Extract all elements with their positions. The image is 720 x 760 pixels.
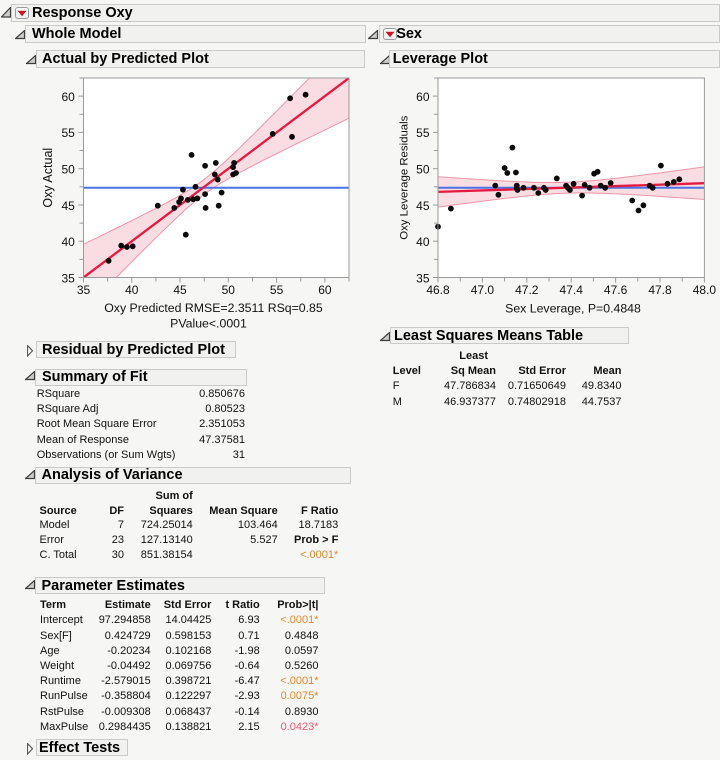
svg-text:45: 45 [416, 199, 430, 213]
svg-text:47.6: 47.6 [604, 283, 628, 297]
svg-text:35: 35 [77, 283, 91, 297]
svg-text:Oxy Actual: Oxy Actual [41, 148, 55, 208]
svg-text:40: 40 [416, 235, 430, 249]
svg-text:60: 60 [416, 90, 430, 104]
svg-text:50: 50 [416, 163, 430, 177]
svg-text:46.8: 46.8 [426, 283, 450, 297]
svg-text:50: 50 [222, 283, 236, 297]
svg-text:55: 55 [416, 126, 430, 140]
svg-text:35: 35 [416, 271, 430, 285]
svg-text:40: 40 [125, 283, 139, 297]
svg-text:Oxy Predicted RMSE=2.3511 RSq=: Oxy Predicted RMSE=2.3511 RSq=0.85 [104, 301, 323, 315]
svg-text:60: 60 [61, 90, 75, 104]
svg-text:Oxy Leverage Residuals: Oxy Leverage Residuals [398, 115, 410, 239]
svg-text:47.8: 47.8 [648, 283, 672, 297]
svg-text:35: 35 [61, 271, 75, 285]
svg-text:47.2: 47.2 [515, 283, 539, 297]
svg-text:Sex Leverage, P=0.4848: Sex Leverage, P=0.4848 [505, 302, 641, 316]
svg-text:48.0: 48.0 [693, 283, 717, 297]
svg-text:47.0: 47.0 [471, 283, 495, 297]
svg-text:40: 40 [61, 235, 75, 249]
svg-text:PValue<.0001: PValue<.0001 [170, 317, 247, 331]
svg-text:45: 45 [61, 199, 75, 213]
svg-text:60: 60 [318, 283, 332, 297]
svg-text:55: 55 [61, 126, 75, 140]
svg-text:50: 50 [61, 163, 75, 177]
svg-text:45: 45 [173, 283, 187, 297]
svg-text:55: 55 [270, 283, 284, 297]
svg-text:47.4: 47.4 [560, 283, 584, 297]
